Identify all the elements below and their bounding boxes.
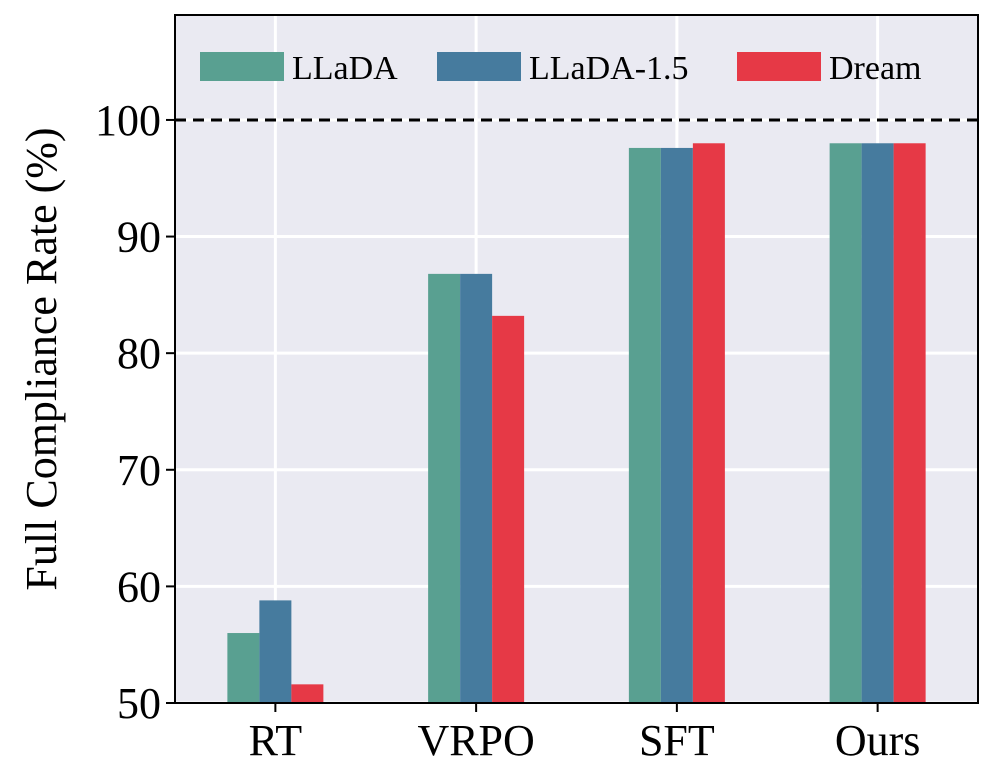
y-tick-label-100: 100 [95,96,161,145]
legend-swatch-llada [200,52,284,81]
legend-swatch-llada-1-5 [437,52,521,81]
bar-dream-sft [692,143,725,703]
legend-label-dream: Dream [829,50,922,87]
y-tick-label-70: 70 [117,446,161,495]
plot-frame [174,14,979,704]
bar-llada-sft [628,147,661,703]
y-tick-label-60: 60 [117,562,161,611]
bar-dream-rt [291,684,324,703]
legend-swatch-dream [737,52,821,81]
bar-llada-vrpo [428,273,461,703]
bar-llada-1-5-vrpo [460,273,493,703]
bar-dream-ours [893,143,926,703]
x-tick-label-vrpo: VRPO [417,716,534,765]
y-tick-label-50: 50 [117,679,161,728]
y-axis-title: Full Compliance Rate (%) [17,127,66,590]
bar-llada-rt [227,633,260,703]
bar-llada-ours [829,143,862,703]
bar-llada-1-5-sft [660,147,693,703]
y-tick-label-80: 80 [117,329,161,378]
x-tick-label-rt: RT [249,716,303,765]
bar-dream-vrpo [492,315,525,703]
x-tick-label-ours: Ours [835,716,921,765]
bar-llada-1-5-rt [259,600,292,703]
legend-label-llada-1-5: LLaDA-1.5 [529,50,689,87]
legend-label-llada: LLaDA [292,50,398,87]
bar-llada-1-5-ours [861,143,894,703]
x-tick-label-sft: SFT [639,716,715,765]
y-tick-label-90: 90 [117,213,161,262]
